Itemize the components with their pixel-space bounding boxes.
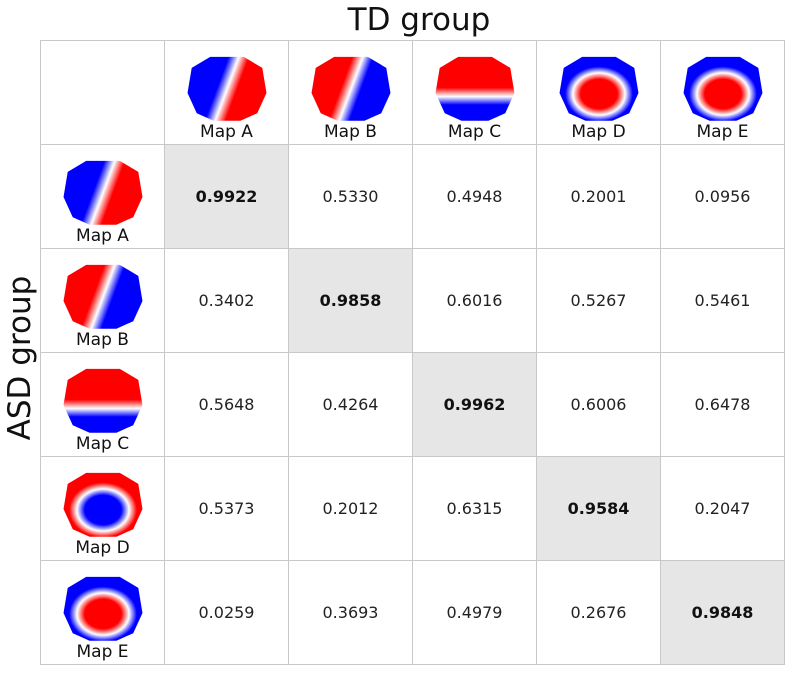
correlation-value: 0.0956 bbox=[660, 144, 785, 249]
map-label: Map E bbox=[76, 642, 129, 662]
map-label: Map D bbox=[571, 122, 626, 142]
td-map-header: Map E bbox=[660, 40, 785, 145]
scalp-map-icon bbox=[185, 54, 269, 122]
matrix-row: Map E 0.0259 0.3693 0.4979 0.2676 0.9848 bbox=[40, 560, 785, 665]
map-label: Map C bbox=[447, 122, 502, 142]
asd-map-header: Map E bbox=[40, 560, 165, 665]
map-label: Map B bbox=[324, 122, 377, 142]
correlation-value: 0.6016 bbox=[412, 248, 537, 353]
correlation-value: 0.9922 bbox=[164, 144, 289, 249]
scalp-map-icon bbox=[61, 574, 145, 642]
similarity-matrix: Map A Map B Map C Map D Map E Map A 0.992… bbox=[40, 40, 785, 665]
asd-group-title: ASD group bbox=[2, 275, 38, 441]
scalp-map-icon bbox=[61, 158, 145, 226]
corner-cell bbox=[40, 40, 165, 145]
correlation-value: 0.9584 bbox=[536, 456, 661, 561]
asd-group-title-wrap: ASD group bbox=[0, 40, 40, 676]
td-map-header: Map B bbox=[288, 40, 413, 145]
correlation-value: 0.4264 bbox=[288, 352, 413, 457]
correlation-value: 0.9848 bbox=[660, 560, 785, 665]
matrix-row: Map A 0.9922 0.5330 0.4948 0.2001 0.0956 bbox=[40, 144, 785, 249]
map-label: Map C bbox=[75, 434, 130, 454]
asd-map-header: Map D bbox=[40, 456, 165, 561]
matrix-row: Map D 0.5373 0.2012 0.6315 0.9584 0.2047 bbox=[40, 456, 785, 561]
matrix-row: Map B 0.3402 0.9858 0.6016 0.5267 0.5461 bbox=[40, 248, 785, 353]
asd-map-header: Map B bbox=[40, 248, 165, 353]
td-map-header: Map A bbox=[164, 40, 289, 145]
correlation-value: 0.5648 bbox=[164, 352, 289, 457]
map-label: Map D bbox=[75, 538, 130, 558]
map-label: Map A bbox=[200, 122, 253, 142]
correlation-value: 0.2012 bbox=[288, 456, 413, 561]
correlation-value: 0.4979 bbox=[412, 560, 537, 665]
scalp-map-icon bbox=[681, 54, 765, 122]
correlation-value: 0.5267 bbox=[536, 248, 661, 353]
scalp-map-icon bbox=[61, 262, 145, 330]
scalp-map-icon bbox=[61, 366, 145, 434]
correlation-value: 0.3402 bbox=[164, 248, 289, 353]
scalp-map-icon bbox=[557, 54, 641, 122]
correlation-value: 0.5330 bbox=[288, 144, 413, 249]
correlation-value: 0.2001 bbox=[536, 144, 661, 249]
scalp-map-icon bbox=[309, 54, 393, 122]
scalp-map-icon bbox=[61, 470, 145, 538]
column-header-row: Map A Map B Map C Map D Map E bbox=[40, 40, 785, 145]
td-map-header: Map C bbox=[412, 40, 537, 145]
asd-map-header: Map C bbox=[40, 352, 165, 457]
correlation-value: 0.0259 bbox=[164, 560, 289, 665]
td-map-header: Map D bbox=[536, 40, 661, 145]
correlation-value: 0.9962 bbox=[412, 352, 537, 457]
correlation-value: 0.6315 bbox=[412, 456, 537, 561]
correlation-value: 0.2676 bbox=[536, 560, 661, 665]
td-group-title: TD group bbox=[347, 2, 491, 38]
correlation-value: 0.6006 bbox=[536, 352, 661, 457]
matrix-row: Map C 0.5648 0.4264 0.9962 0.6006 0.6478 bbox=[40, 352, 785, 457]
correlation-value: 0.2047 bbox=[660, 456, 785, 561]
scalp-map-icon bbox=[433, 54, 517, 122]
correlation-value: 0.9858 bbox=[288, 248, 413, 353]
map-label: Map E bbox=[696, 122, 749, 142]
correlation-value: 0.5461 bbox=[660, 248, 785, 353]
map-label: Map B bbox=[76, 330, 129, 350]
correlation-value: 0.3693 bbox=[288, 560, 413, 665]
correlation-value: 0.5373 bbox=[164, 456, 289, 561]
correlation-value: 0.6478 bbox=[660, 352, 785, 457]
asd-map-header: Map A bbox=[40, 144, 165, 249]
correlation-value: 0.4948 bbox=[412, 144, 537, 249]
map-label: Map A bbox=[76, 226, 129, 246]
